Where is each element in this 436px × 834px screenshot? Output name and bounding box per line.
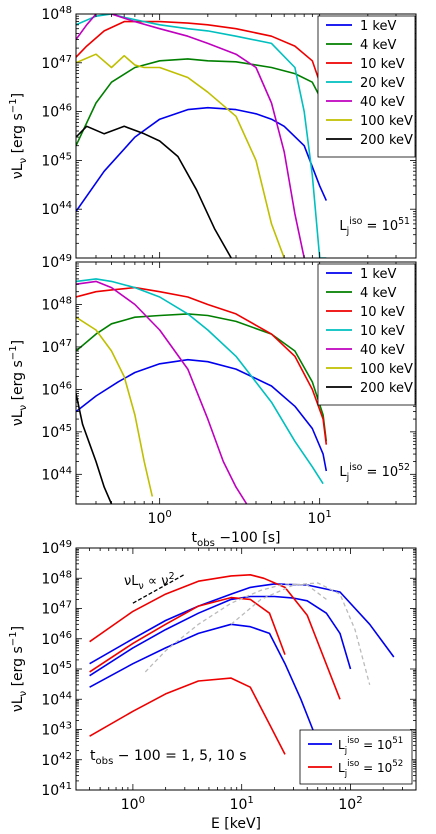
legend-label: 200 keV xyxy=(360,133,413,148)
series-line-6 xyxy=(144,583,327,673)
y-tick-label: 1043 xyxy=(41,721,72,739)
series-line-0 xyxy=(76,106,328,212)
series-line-2 xyxy=(76,286,328,445)
y-tick-label: 1047 xyxy=(41,338,72,356)
luminosity-annotation: Ljiso = 1052 xyxy=(339,462,410,483)
series-line-7 xyxy=(230,582,371,685)
y-tick-label: 1048 xyxy=(41,5,72,23)
x-tick-label: 101 xyxy=(230,795,254,813)
y-axis-label: νLν [erg s−1] xyxy=(8,93,29,179)
slope-annotation: νLν ∝ ν2 xyxy=(124,571,175,592)
legend-label: 1 keV xyxy=(360,267,396,282)
legend-label: 100 keV xyxy=(360,362,413,377)
panel-top-lj51: 1044 1045 1046 1047 1048 νLν [erg s−1] Ljiso =… xyxy=(8,5,417,259)
legend: Ljiso = 1051 Ljiso = 1052 xyxy=(299,729,413,785)
plot-frame xyxy=(75,261,417,505)
y-tick-label: 1042 xyxy=(41,751,72,769)
y-tick-label: 1044 xyxy=(41,690,72,708)
panel-bottom-spectra: 1041 1042 1043 1044 1045 1046 1047 1048 1049 100 1… xyxy=(8,539,417,832)
series-line-1 xyxy=(76,58,328,147)
luminosity-annotation: Ljiso = 1051 xyxy=(339,216,410,237)
series-line-4 xyxy=(89,596,286,673)
y-tick-label: 1045 xyxy=(41,151,72,169)
legend-box xyxy=(317,15,416,158)
series-line-3 xyxy=(76,278,324,485)
y-tick-label: 1044 xyxy=(41,200,72,218)
series-line-2 xyxy=(89,623,323,761)
legend-label: 10 keV xyxy=(360,305,405,320)
legend-label: Ljiso = 1051 xyxy=(338,736,403,756)
series-line-6 xyxy=(76,393,113,504)
y-tick-label: 1041 xyxy=(41,781,72,799)
y-axis-label: νLν [erg s−1] xyxy=(8,626,29,712)
series-line-5 xyxy=(89,677,286,755)
legend-label: 10 keV xyxy=(360,324,405,339)
y-axis-label: νLν [erg s−1] xyxy=(8,340,29,426)
series-group xyxy=(89,573,395,761)
series-line-1 xyxy=(76,313,328,442)
plot-frame xyxy=(75,13,417,259)
series-line-1 xyxy=(89,595,352,677)
series-line-3 xyxy=(76,14,327,258)
x-axis-label: E [keV] xyxy=(211,816,261,832)
legend-label: 40 keV xyxy=(360,95,405,110)
legend-label: 10 keV xyxy=(360,57,405,72)
legend-label: 1 keV xyxy=(360,19,396,34)
y-tick-label: 1048 xyxy=(41,295,72,313)
x-tick-label: 102 xyxy=(338,795,362,813)
legend-label: 4 keV xyxy=(360,38,396,53)
x-axis-label: tobs −100 [s] xyxy=(192,530,281,549)
series-line-4 xyxy=(76,14,305,258)
legend-box xyxy=(299,729,413,785)
y-tick-label: 1045 xyxy=(41,660,72,678)
y-tick-label: 1044 xyxy=(41,465,72,483)
panel-middle-lj52: 1044 1045 1046 1047 1048 1049 100 101 νLν [erg s… xyxy=(8,253,417,549)
series-line-5 xyxy=(76,53,285,258)
y-tick-label: 1049 xyxy=(41,539,72,557)
legend: 1 keV 4 keV 10 keV 10 keV 40 keV 100 keV 200 k… xyxy=(317,263,416,406)
y-tick-label: 1047 xyxy=(41,54,72,72)
slope-guide-line xyxy=(132,573,186,604)
time-annotation: tobs − 100 = 1, 5, 10 s xyxy=(90,748,247,767)
series-line-6 xyxy=(76,125,232,258)
legend-label: 200 keV xyxy=(360,381,413,396)
y-tick-label: 1049 xyxy=(41,253,72,271)
series-line-3 xyxy=(89,573,341,700)
y-tick-label: 1046 xyxy=(41,103,72,121)
series-group xyxy=(76,14,328,258)
series-line-4 xyxy=(76,280,248,504)
x-tick-label: 101 xyxy=(308,509,332,527)
legend-label: Ljiso = 1052 xyxy=(338,759,403,779)
legend-label: 100 keV xyxy=(360,114,413,129)
y-tick-label: 1048 xyxy=(41,569,72,587)
series-line-2 xyxy=(76,20,328,127)
y-tick-label: 1047 xyxy=(41,600,72,618)
legend-label: 20 keV xyxy=(360,76,405,91)
x-tick-label: 100 xyxy=(148,509,172,527)
x-tick-label: 100 xyxy=(121,795,145,813)
y-tick-label: 1045 xyxy=(41,423,72,441)
legend-box xyxy=(317,263,416,406)
legend-label: 4 keV xyxy=(360,286,396,301)
series-line-0 xyxy=(76,358,328,472)
series-line-5 xyxy=(76,316,154,497)
series-line-0 xyxy=(89,583,395,665)
legend: 1 keV 4 keV 10 keV 20 keV 40 keV 100 keV 200 k… xyxy=(317,15,416,158)
series-group xyxy=(76,278,328,504)
y-tick-label: 1046 xyxy=(41,380,72,398)
y-tick-label: 1046 xyxy=(41,630,72,648)
legend-label: 40 keV xyxy=(360,343,405,358)
